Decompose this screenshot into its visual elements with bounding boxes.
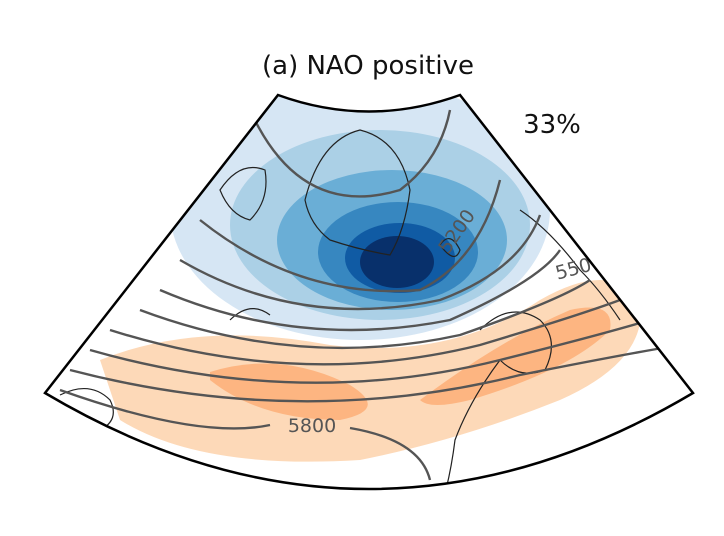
anomaly-positive xyxy=(210,363,368,420)
anomaly-negative xyxy=(360,236,434,288)
map-frame xyxy=(43,93,695,491)
height-contours xyxy=(59,109,681,481)
map-title: (a) NAO positive xyxy=(262,51,474,81)
coastlines xyxy=(59,129,621,489)
contour-label: 5800 xyxy=(288,415,336,437)
map-field: 5200 550 5800 xyxy=(59,95,681,489)
anomaly-positive xyxy=(100,280,641,462)
frequency-label: 33% xyxy=(523,110,581,140)
